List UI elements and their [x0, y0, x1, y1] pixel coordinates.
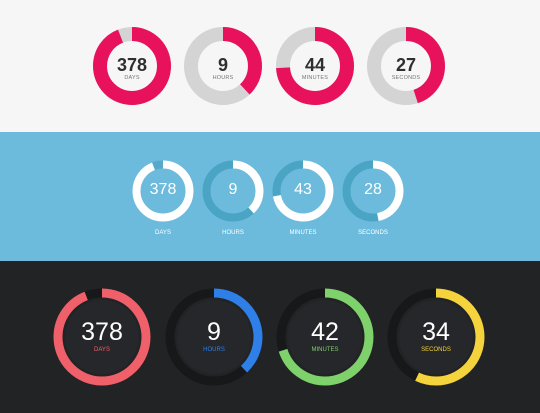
- minutes-value: 44: [304, 55, 326, 75]
- light-timer-minutes: 44 Minutes: [275, 26, 355, 106]
- seconds-label: Seconds: [421, 347, 451, 353]
- hours-label: Hours: [222, 230, 244, 236]
- hours-label: Hours: [203, 347, 225, 353]
- seconds-value: 28: [364, 181, 382, 198]
- days-value: 378: [149, 181, 177, 198]
- seconds-ring-progress: [342, 160, 404, 222]
- days-ring: [53, 288, 151, 386]
- light-timer-seconds: 27 Seconds: [366, 26, 446, 106]
- dark-countdown-section: 378 Days 9 Hours 42 Minutes 34 Seconds: [0, 261, 540, 413]
- blue-timer-minutes: 43 Minutes: [271, 159, 335, 249]
- minutes-ring: [276, 288, 374, 386]
- minutes-ring-progress: [272, 160, 334, 222]
- seconds-value: 27: [395, 55, 417, 75]
- minutes-label: Minutes: [311, 347, 339, 353]
- blue-countdown-section: 378 Days 9 Hours 43 Minutes 28 Seconds: [0, 132, 540, 261]
- light-timer-days: 378 Days: [92, 26, 172, 106]
- seconds-ring: [387, 288, 485, 386]
- blue-timer-hours: 9 Hours: [201, 159, 265, 249]
- light-timer-hours: 9 Hours: [183, 26, 263, 106]
- days-ring-face: [65, 300, 139, 374]
- minutes-ring-progress: [276, 27, 354, 105]
- seconds-ring: [342, 160, 404, 222]
- days-ring-progress: [53, 288, 151, 386]
- seconds-ring-progress: [387, 288, 485, 386]
- days-ring: [132, 160, 194, 222]
- dark-timer-hours: 9 Hours: [165, 288, 263, 386]
- days-value: 378: [81, 318, 123, 346]
- light-countdown-section: 378 Days 9 Hours 44 Minutes 27 Seconds: [0, 0, 540, 132]
- hours-ring-progress: [202, 160, 264, 222]
- days-label: Days: [124, 75, 140, 81]
- hours-value: 9: [217, 55, 228, 75]
- minutes-ring-face: [288, 300, 362, 374]
- seconds-label: Seconds: [358, 230, 388, 236]
- days-ring: [93, 27, 171, 105]
- minutes-ring: [276, 27, 354, 105]
- days-value: 378: [116, 55, 148, 75]
- blue-timer-seconds: 28 Seconds: [341, 159, 405, 249]
- seconds-ring-face: [399, 300, 473, 374]
- hours-ring: [184, 27, 262, 105]
- minutes-value: 43: [294, 181, 312, 198]
- days-label: Days: [94, 347, 110, 353]
- days-ring-progress: [132, 160, 194, 222]
- dark-timer-minutes: 42 Minutes: [276, 288, 374, 386]
- seconds-ring: [367, 27, 445, 105]
- hours-value: 9: [228, 181, 238, 198]
- hours-ring-progress: [184, 27, 262, 105]
- minutes-label: Minutes: [289, 230, 317, 236]
- dark-timer-days: 378 Days: [53, 288, 151, 386]
- days-label: Days: [155, 230, 171, 236]
- blue-timer-days: 378 Days: [131, 159, 195, 249]
- hours-ring: [165, 288, 263, 386]
- hours-value: 9: [207, 318, 221, 346]
- minutes-ring-progress: [276, 288, 374, 386]
- seconds-ring-progress: [367, 27, 445, 105]
- dark-timer-seconds: 34 Seconds: [387, 288, 485, 386]
- hours-ring-progress: [165, 288, 263, 386]
- hours-ring-face: [177, 300, 251, 374]
- minutes-label: Minutes: [301, 75, 329, 81]
- hours-ring: [202, 160, 264, 222]
- seconds-value: 34: [422, 318, 450, 346]
- hours-label: Hours: [212, 75, 234, 81]
- minutes-value: 42: [311, 318, 339, 346]
- days-ring-progress: [93, 27, 171, 105]
- seconds-label: Seconds: [391, 75, 421, 81]
- minutes-ring: [272, 160, 334, 222]
